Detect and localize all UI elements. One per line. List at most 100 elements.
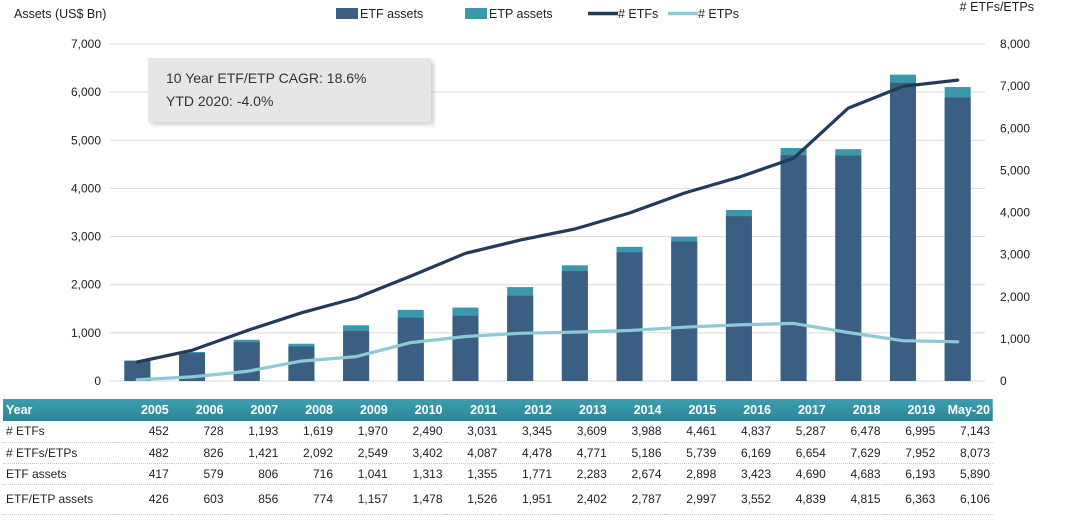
- table-cell: 3,552: [719, 484, 774, 515]
- etf-assets-bar: [452, 315, 479, 381]
- table-cell: 5,287: [774, 421, 829, 443]
- table-cell: 482: [117, 442, 172, 464]
- lines: [135, 78, 960, 382]
- etfs-count-line: [135, 78, 960, 364]
- table-header-cell: 2014: [633, 403, 662, 417]
- table-cell: 1,951: [500, 484, 555, 515]
- table-cell: 7,143: [938, 421, 993, 443]
- table-cell: 3,031: [445, 421, 501, 443]
- table-cell: 1,970: [336, 421, 391, 443]
- table-cell: 1,421: [226, 442, 282, 464]
- data-table: Year 2005 2006 2007 2008 2009 2010 2011 2012 201…: [3, 399, 993, 515]
- table-cell: 4,837: [719, 421, 774, 443]
- table-cell: 2,549: [336, 442, 391, 464]
- table-cell: 5,739: [664, 442, 720, 464]
- etf-assets-bar: [397, 317, 424, 381]
- left-tick-label: 7,000: [71, 37, 101, 51]
- left-tick-label: 6,000: [71, 85, 101, 99]
- table-cell: 4,461: [664, 421, 720, 443]
- table-cell: 3,988: [609, 421, 665, 443]
- table-header-cell: 2008: [305, 403, 333, 417]
- legend-swatch: [336, 8, 358, 19]
- table-cell: 3,345: [500, 421, 555, 443]
- etf-assets-bar: [780, 155, 807, 381]
- table-header-cell: 2012: [524, 403, 552, 417]
- etf-assets-bar: [889, 82, 916, 381]
- table-cell: 3,402: [390, 442, 446, 464]
- table-cell: 806: [226, 463, 282, 485]
- table-cell: 4,839: [774, 484, 829, 515]
- table-cell: 6,478: [828, 421, 884, 443]
- table-row-label: ETF/ETP assets: [3, 484, 117, 515]
- table-header-cell: 2013: [578, 403, 607, 417]
- table-cell: 2,092: [281, 442, 336, 464]
- table-cell: 4,815: [828, 484, 884, 515]
- table-cell: 4,683: [828, 463, 884, 485]
- table-cell: 4,478: [500, 442, 555, 464]
- right-tick-label: 6,000: [1000, 121, 1030, 135]
- table-cell: 417: [117, 463, 172, 485]
- table-cell: 2,402: [555, 484, 610, 515]
- left-axis-ticks: 0 1,000 2,000 3,000 4,000 5,000 6,000 7,000: [71, 37, 101, 388]
- table-cell: 1,355: [445, 463, 501, 485]
- right-tick-label: 0: [1000, 374, 1007, 388]
- legend-etp-assets: ETP assets: [465, 7, 553, 21]
- legend-label: ETP assets: [489, 7, 553, 21]
- table-cell: 6,654: [774, 442, 829, 464]
- table-cell: 856: [226, 484, 282, 515]
- legend: ETF assets ETP assets # ETFs # ETPs: [336, 7, 739, 21]
- table-cell: 4,690: [774, 463, 829, 485]
- table-header-cell: 2009: [359, 403, 388, 417]
- table-row-label: # ETFs/ETPs: [3, 442, 117, 464]
- table-header-cell: 2019: [907, 403, 936, 417]
- table-header-cell: 2018: [852, 403, 881, 417]
- table-cell: 426: [117, 484, 172, 515]
- right-axis-title: # ETFs/ETPs: [960, 0, 1034, 14]
- table-row-label: ETF assets: [3, 463, 117, 485]
- table-cell: 5,186: [609, 442, 665, 464]
- table-cell: 8,073: [938, 442, 993, 464]
- table-cell: 5,890: [938, 463, 993, 485]
- table-cell: 2,898: [664, 463, 720, 485]
- table-header-year: Year: [6, 403, 33, 417]
- table-cell: 579: [171, 463, 227, 485]
- table-cell: 2,283: [555, 463, 610, 485]
- table-cell: 1,526: [445, 484, 501, 515]
- left-tick-label: 3,000: [71, 230, 101, 244]
- table-cell: 7,952: [883, 442, 939, 464]
- etf-assets-bar: [725, 216, 752, 381]
- table-header-cell: 2011: [470, 403, 498, 417]
- table-cell: 603: [171, 484, 227, 515]
- table-cell: 6,193: [883, 463, 939, 485]
- right-tick-label: 8,000: [1000, 37, 1030, 51]
- table-cell: 1,478: [390, 484, 446, 515]
- table-cell: 6,995: [883, 421, 939, 443]
- table-header-cell: 2005: [140, 403, 169, 417]
- table-cell: 2,787: [609, 484, 665, 515]
- left-tick-label: 0: [94, 374, 101, 388]
- table-header-cell: 2015: [688, 403, 717, 417]
- table-cell: 728: [171, 421, 227, 443]
- left-tick-label: 5,000: [71, 133, 101, 147]
- legend-label: # ETFs: [618, 7, 658, 21]
- table-cell: 6,363: [883, 484, 939, 515]
- table-cell: 1,157: [336, 484, 391, 515]
- table-cell: 1,313: [390, 463, 446, 485]
- table-header-cell: 2007: [250, 403, 279, 417]
- table-row: ETF/ETP assets 426 603 856 774 1,157 1,478 1,52…: [3, 484, 993, 515]
- etf-assets-bar: [944, 97, 971, 381]
- table-cell: 6,106: [938, 484, 993, 515]
- table-cell: 826: [171, 442, 227, 464]
- table-row: # ETFs 452 728 1,193 1,619 1,970 2,490 3,031 3,3…: [3, 421, 993, 443]
- table-cell: 3,423: [719, 463, 774, 485]
- annotation-cagr: 10 Year ETF/ETP CAGR: 18.6%: [166, 70, 367, 86]
- legend-etf-assets: ETF assets: [336, 7, 423, 21]
- assets-chart: 0 1,000 2,000 3,000 4,000 5,000 6,000 7,000 0 1,…: [14, 0, 1034, 388]
- table-header-cell: 2010: [414, 403, 443, 417]
- table-header-cell: May-20: [947, 403, 990, 417]
- left-tick-label: 1,000: [71, 326, 101, 340]
- legend-label: # ETPs: [698, 7, 739, 21]
- table-cell: 1,771: [500, 463, 555, 485]
- right-tick-label: 5,000: [1000, 163, 1030, 177]
- table-cell: 2,997: [664, 484, 720, 515]
